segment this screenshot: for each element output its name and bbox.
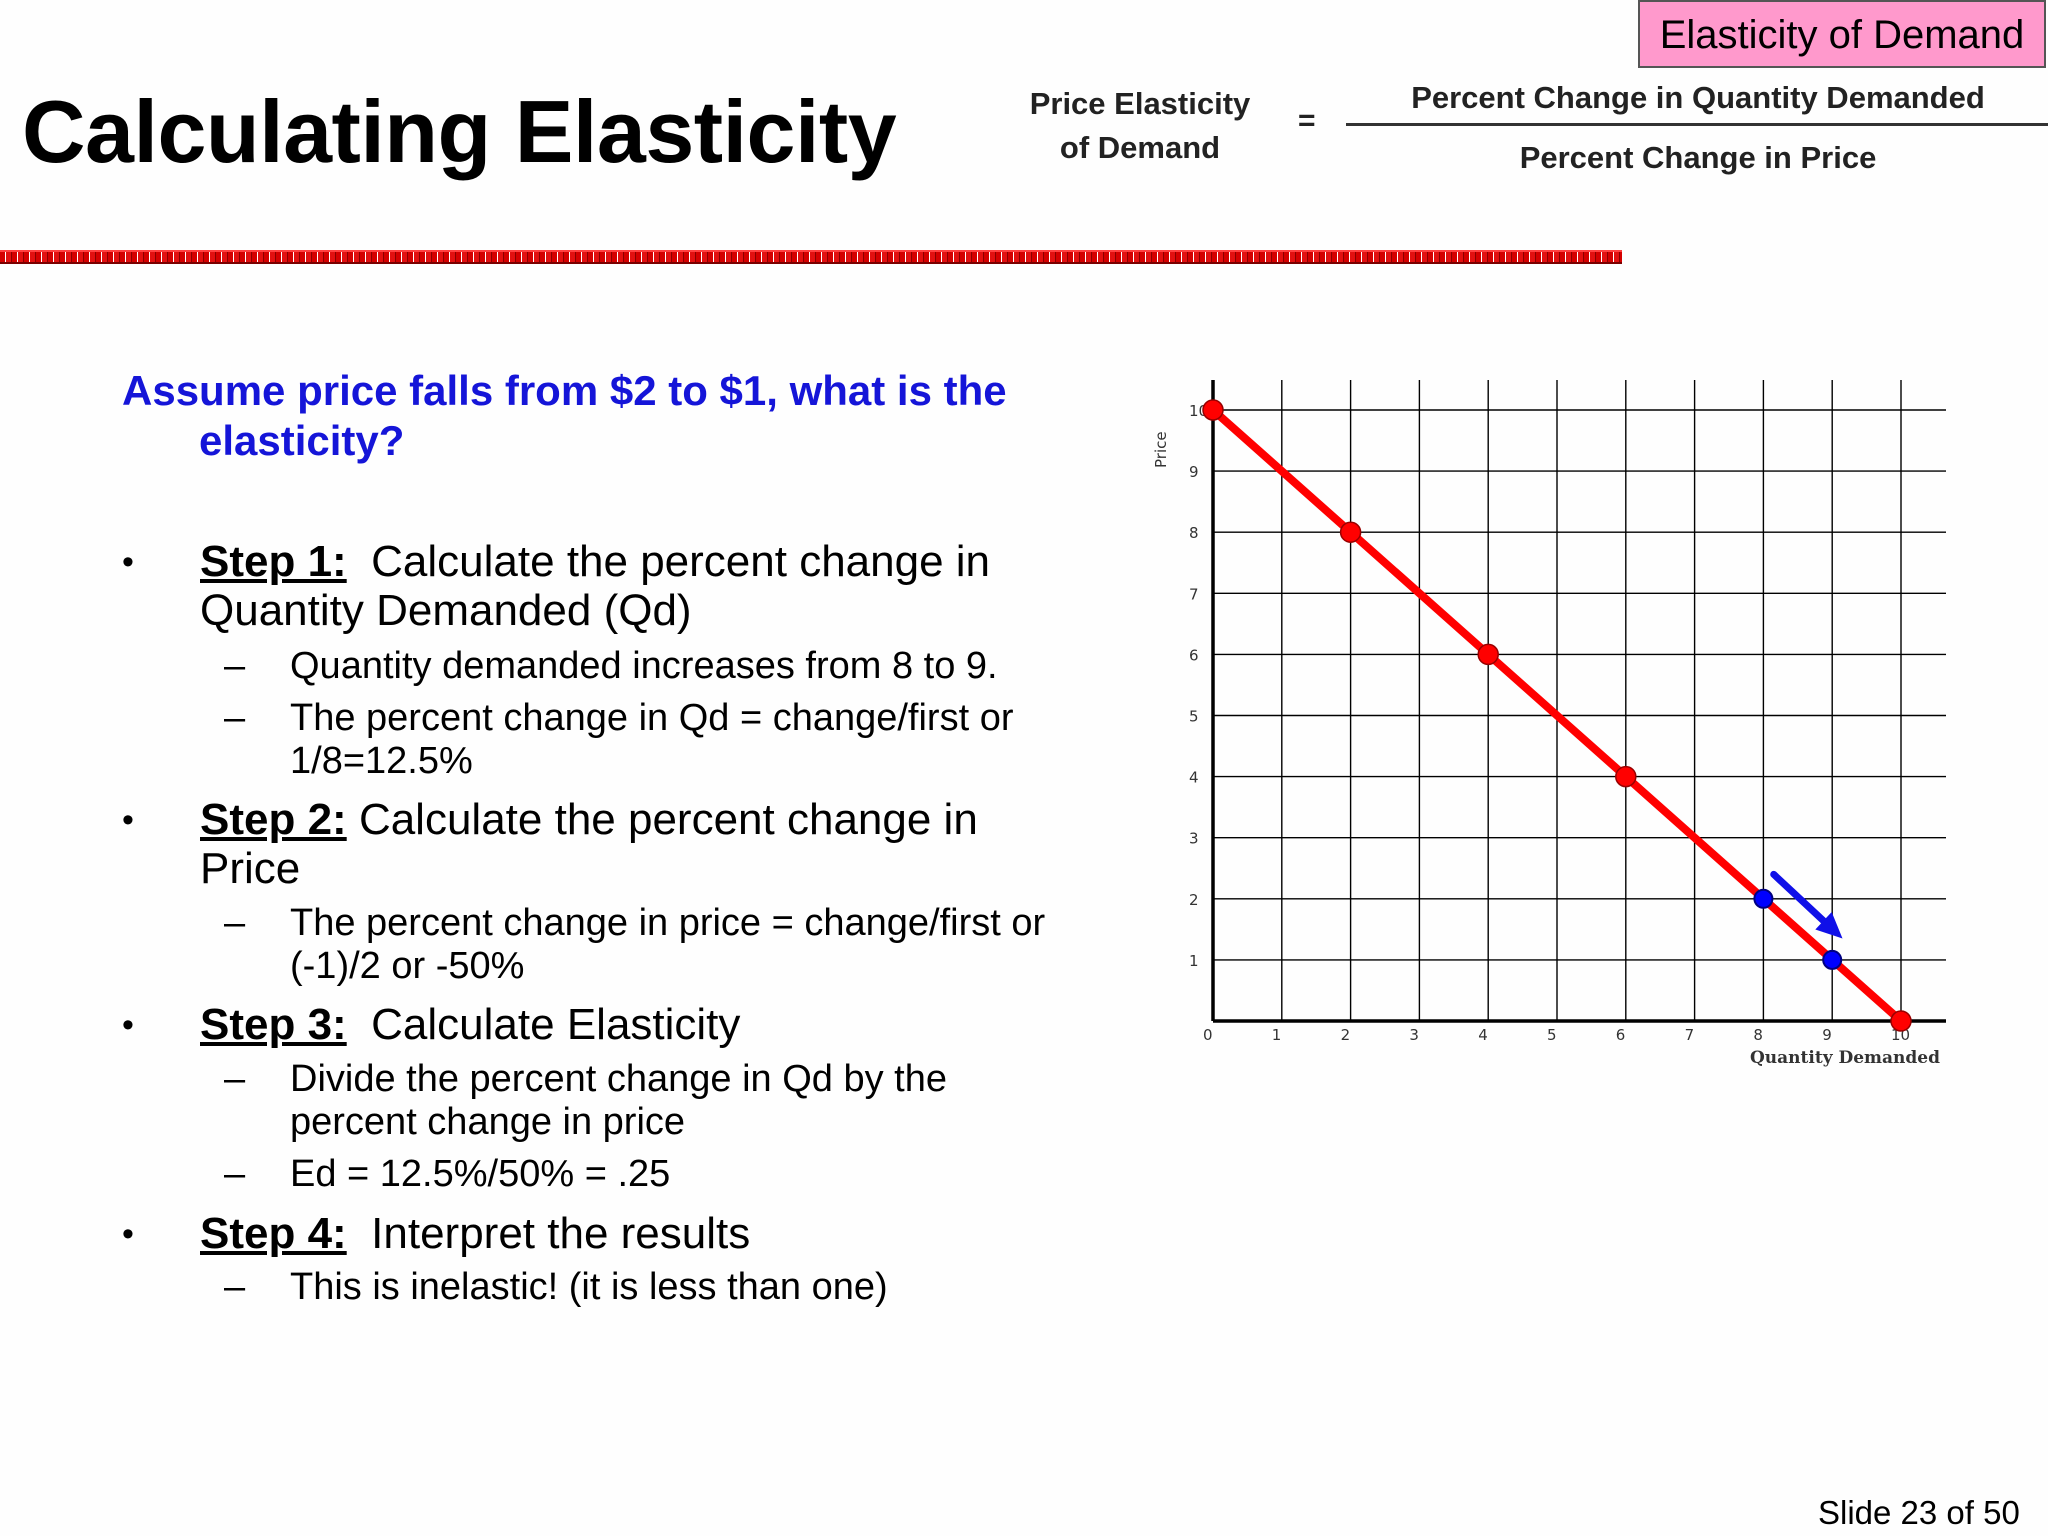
formula-numerator: Percent Change in Quantity Demanded: [1411, 80, 1985, 115]
y-tick-label: 3: [1189, 830, 1199, 848]
step-3-text: Calculate Elasticity: [371, 1000, 741, 1049]
dash-marker: –: [224, 697, 246, 739]
slide-number: Slide 23 of 50: [1818, 1494, 2020, 1531]
formula-fraction-bar: [1346, 123, 2048, 126]
movement-arrow-head: [1815, 912, 1843, 939]
x-tick-label: 2: [1341, 1026, 1351, 1044]
step-4-text: Interpret the results: [371, 1209, 751, 1258]
x-tick-label: 3: [1409, 1026, 1419, 1044]
step-4-label: Step 4:: [200, 1209, 347, 1258]
step-1-text: Calculate the percent change in Quantity…: [200, 537, 991, 635]
step-3-label: Step 3:: [200, 1000, 347, 1049]
y-tick-label: 9: [1189, 463, 1199, 481]
formula-lhs: Price Elasticity of Demand: [1010, 82, 1270, 170]
formula-equals: =: [1298, 104, 1316, 137]
y-tick-label: 6: [1189, 646, 1199, 664]
demand-point-red: [1477, 643, 1499, 666]
dash-marker: –: [224, 645, 246, 687]
x-axis-label: Quantity Demanded: [1750, 1048, 1940, 1068]
x-tick-label: 9: [1822, 1026, 1832, 1044]
step-2-sub-1: The percent change in price = change/fir…: [290, 902, 1046, 987]
x-tick-label: 8: [1753, 1026, 1763, 1044]
demand-point-red: [1339, 521, 1362, 543]
question-text: Assume price falls from $2 to $1, what i…: [122, 367, 1007, 464]
title-divider: [0, 250, 1622, 264]
demand-curve-line: [1209, 406, 1905, 1025]
y-tick-label: 5: [1189, 708, 1199, 726]
step-2-text: Calculate the percent change in Price: [200, 795, 978, 893]
y-tick-label: 8: [1189, 524, 1199, 542]
dash-marker: –: [224, 1266, 246, 1308]
x-tick-label: 1: [1272, 1026, 1282, 1044]
y-tick-label: 7: [1189, 585, 1199, 603]
bullet-marker: •: [122, 543, 134, 581]
demand-point-red: [1202, 399, 1224, 421]
x-tick-label: 4: [1478, 1026, 1488, 1044]
y-tick-label: 2: [1189, 891, 1199, 909]
step-3-sub-2: Ed = 12.5%/50% = .25: [290, 1153, 671, 1195]
demand-point-red: [1890, 1010, 1912, 1032]
dash-marker: –: [224, 1058, 246, 1100]
step-3: Step 3: Calculate Elasticity: [200, 1000, 1080, 1049]
bullet-marker: •: [122, 1215, 134, 1253]
step-4-sub-1: This is inelastic! (it is less than one): [290, 1266, 888, 1308]
dash-marker: –: [224, 1153, 246, 1195]
step-4: Step 4: Interpret the results: [200, 1209, 1080, 1258]
step-2-label: Step 2:: [200, 795, 347, 844]
slide-title: Calculating Elasticity: [22, 82, 897, 181]
dash-marker: –: [224, 902, 246, 944]
step-1: Step 1: Calculate the percent change in …: [200, 537, 1080, 635]
demand-point-blue: [1753, 888, 1774, 909]
y-tick-label: 1: [1189, 952, 1199, 970]
bullet-marker: •: [122, 801, 134, 839]
step-3-sub-1: Divide the percent change in Qd by the p…: [290, 1058, 947, 1143]
step-1-sub-2: The percent change in Qd = change/first …: [290, 697, 1014, 782]
demand-point-red: [1615, 765, 1637, 788]
step-2: Step 2: Calculate the percent change in …: [200, 795, 1060, 893]
formula-lhs-line2: of Demand: [1059, 130, 1221, 165]
x-tick-label: 7: [1685, 1026, 1695, 1044]
step-1-sub-1: Quantity demanded increases from 8 to 9.: [290, 645, 998, 687]
x-tick-label: 0: [1203, 1026, 1213, 1044]
step-1-label: Step 1:: [200, 537, 347, 586]
formula-denominator: Percent Change in Price: [1519, 140, 1877, 175]
y-axis-label: Price: [1152, 431, 1170, 468]
x-tick-label: 6: [1616, 1026, 1626, 1044]
topic-tag: Elasticity of Demand: [1638, 0, 2046, 68]
bullet-marker: •: [122, 1006, 134, 1044]
demand-point-blue: [1822, 949, 1843, 970]
movement-arrow-shaft: [1770, 870, 1828, 925]
y-tick-label: 4: [1189, 769, 1199, 787]
x-tick-label: 5: [1547, 1026, 1557, 1044]
formula-lhs-line1: Price Elasticity: [1029, 86, 1251, 121]
